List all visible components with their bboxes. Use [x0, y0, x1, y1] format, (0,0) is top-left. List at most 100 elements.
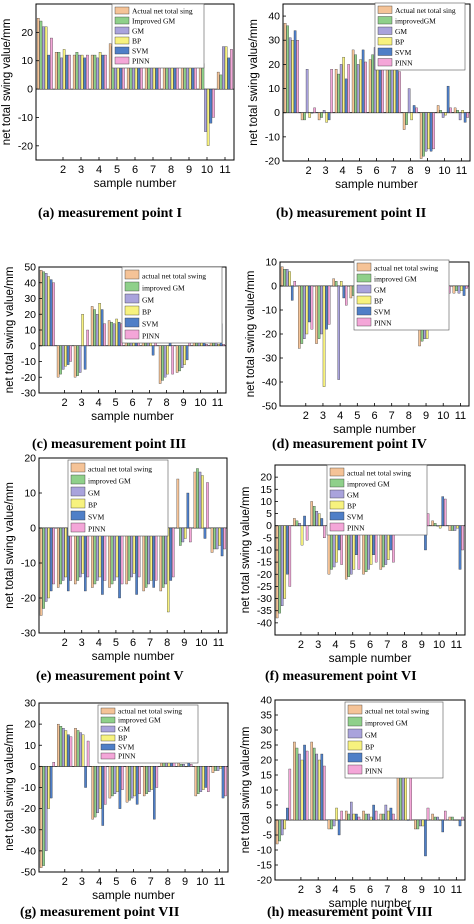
bar	[147, 527, 150, 585]
bar	[211, 766, 215, 773]
bar	[78, 54, 81, 90]
bar	[201, 475, 204, 529]
bar	[350, 801, 353, 821]
bar	[93, 309, 96, 346]
legend: actual net total swing improved GM GM BP SVM…	[67, 459, 169, 537]
y-tick-label: 30	[24, 293, 36, 305]
bar	[108, 527, 111, 588]
x-tick-label: 4	[332, 639, 338, 651]
y-tick-label: 20	[260, 472, 272, 484]
bar	[197, 766, 200, 794]
chart-panel-4: -50 -40 -30 -20 -10 0 10 2 3 4 5 6 7 8 9 10 11 sample num…	[245, 257, 470, 436]
bar	[49, 766, 53, 799]
legend-entry: actual net total swing	[118, 707, 182, 716]
bar	[300, 112, 304, 121]
legend-entry: BP	[142, 308, 151, 317]
x-tick-label: 7	[384, 639, 390, 651]
y-tick-label: 40	[24, 277, 36, 289]
x-tick-label: 5	[356, 165, 362, 177]
x-tick-label: 4	[96, 637, 102, 649]
x-tick-label: 2	[298, 639, 304, 651]
bar	[216, 766, 220, 771]
bar	[451, 525, 454, 531]
bar	[332, 819, 336, 827]
panel-caption: (h) measurement point VIII	[267, 905, 433, 920]
bar	[291, 40, 294, 113]
bar	[295, 520, 299, 526]
legend-entry: actual net total swing	[88, 465, 152, 474]
bar	[44, 26, 48, 90]
bar	[293, 741, 296, 821]
bar	[101, 54, 105, 90]
bar	[339, 281, 343, 287]
legend-entry: actual net total swing	[347, 469, 411, 478]
bar	[280, 266, 284, 287]
x-tick-label: 8	[407, 165, 413, 177]
x-tick-label: 10	[194, 397, 206, 409]
y-tick-label: 20	[24, 453, 36, 465]
legend-entry: improved GM	[118, 716, 161, 725]
x-tick-label: 11	[451, 639, 462, 651]
legend-entry: actual net total swing	[142, 272, 206, 281]
bar	[62, 728, 65, 767]
bar	[153, 766, 156, 820]
legend-entry: PINN	[365, 767, 383, 776]
bar	[224, 766, 227, 797]
chart-panel-1: -20 -10 0 10 20 2 3 4 5 6 7 8 9 10 11 sample number net …	[1, 3, 235, 190]
legend-entry: Actual net total sing	[132, 7, 193, 16]
legend-swatch	[100, 725, 116, 733]
bar	[75, 52, 79, 90]
bar	[128, 766, 131, 801]
bar	[72, 54, 76, 90]
bar	[457, 285, 461, 294]
y-tick-label: 35	[260, 710, 272, 722]
bar	[206, 88, 210, 146]
bar	[67, 734, 70, 767]
bar	[332, 278, 335, 287]
y-tick-label: -10	[21, 782, 36, 794]
bar	[44, 527, 48, 602]
bar	[148, 766, 151, 792]
bar	[118, 766, 122, 809]
y-tick-label: 15	[260, 770, 272, 782]
bar	[42, 766, 45, 866]
chart-panel-7: -50 -40 -30 -20 -10 0 10 20 30 2 3 4 5 6 7 8 9 10 11 sample…	[4, 698, 229, 902]
x-tick-label: 2	[62, 876, 68, 888]
bar	[322, 110, 326, 113]
bar	[444, 112, 447, 116]
bar	[455, 285, 458, 291]
y-tick-label: -10	[257, 545, 272, 557]
legend-entry: GM	[347, 491, 359, 500]
bar	[433, 523, 437, 526]
bar	[182, 764, 185, 767]
y-tick-label: 0	[27, 84, 33, 96]
legend-swatch	[329, 522, 345, 532]
bar	[57, 723, 60, 767]
panel-caption: (a) measurement point I	[38, 206, 183, 221]
bar	[318, 759, 321, 821]
bar	[159, 527, 163, 592]
y-tick-label: -20	[262, 329, 277, 341]
bar	[351, 49, 355, 113]
bar	[204, 88, 207, 132]
x-tick-label: 6	[130, 876, 136, 888]
x-tick-label: 8	[163, 397, 169, 409]
bar	[189, 764, 193, 767]
y-axis-label: net total swing value/mm	[240, 487, 252, 614]
bar	[337, 73, 340, 113]
bar	[317, 285, 321, 339]
x-tick-label: 5	[112, 397, 118, 409]
y-tick-label: 0	[30, 523, 36, 535]
legend-swatch	[124, 293, 140, 304]
bar	[278, 525, 281, 614]
bar	[317, 112, 321, 121]
legend-swatch	[329, 500, 345, 510]
bar	[110, 321, 113, 346]
x-tick-label: 4	[96, 876, 102, 888]
legend-swatch	[377, 5, 393, 14]
bar	[315, 753, 319, 821]
legend-swatch	[114, 16, 130, 25]
bar	[84, 527, 87, 592]
bar	[320, 753, 324, 821]
